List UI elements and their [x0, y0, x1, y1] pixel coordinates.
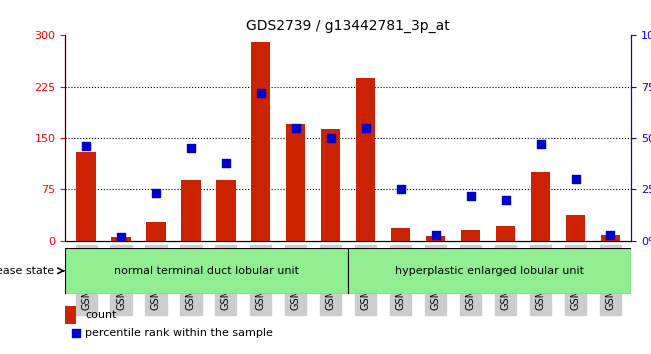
Bar: [286, 124, 305, 241]
Bar: [321, 129, 340, 241]
Bar: [601, 235, 620, 241]
Point: [116, 234, 126, 239]
Bar: [182, 181, 201, 241]
Point: [570, 176, 581, 182]
Point: [361, 125, 371, 131]
Bar: [111, 237, 131, 241]
Point: [256, 90, 266, 96]
Point: [151, 191, 161, 196]
Text: percentile rank within the sample: percentile rank within the sample: [85, 328, 273, 338]
Bar: [426, 236, 445, 241]
Point: [221, 160, 231, 166]
Bar: [391, 228, 410, 241]
Bar: [356, 78, 376, 241]
Text: disease state: disease state: [0, 266, 55, 276]
Point: [186, 145, 196, 151]
Point: [81, 143, 91, 149]
FancyBboxPatch shape: [65, 248, 348, 294]
Bar: [216, 181, 236, 241]
Bar: [251, 42, 271, 241]
Point: [446, 195, 456, 201]
Point: [605, 232, 616, 238]
Point: [396, 187, 406, 192]
Bar: [496, 225, 515, 241]
Text: normal terminal duct lobular unit: normal terminal duct lobular unit: [114, 266, 299, 276]
Point: [465, 193, 476, 198]
Bar: [76, 152, 96, 241]
FancyBboxPatch shape: [348, 248, 631, 294]
Text: count: count: [85, 310, 117, 320]
Point: [290, 125, 301, 131]
Point: [326, 135, 336, 141]
Point: [535, 141, 546, 147]
Bar: [461, 230, 480, 241]
Point: [430, 232, 441, 238]
Point: [501, 197, 511, 202]
Bar: [566, 215, 585, 241]
Bar: [531, 172, 550, 241]
Title: GDS2739 / g13442781_3p_at: GDS2739 / g13442781_3p_at: [247, 19, 450, 33]
Text: hyperplastic enlarged lobular unit: hyperplastic enlarged lobular unit: [395, 266, 585, 276]
Bar: [65, 306, 76, 324]
Bar: [146, 222, 165, 241]
